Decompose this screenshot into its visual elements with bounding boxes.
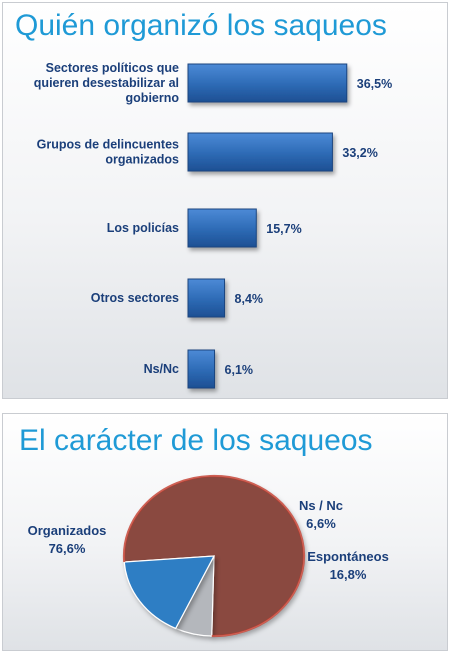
bar-2 bbox=[187, 132, 333, 172]
value-label-4: 8,4% bbox=[235, 292, 263, 306]
bar-chart: Sectores políticos que quieren desestabil… bbox=[34, 61, 392, 389]
category-label-5: Ns/Nc bbox=[144, 362, 179, 376]
pie-chart-panel: El carácter de los saqueos Organizados 76… bbox=[2, 413, 448, 651]
value-label-3: 15,7% bbox=[266, 222, 301, 236]
category-label-4: Otros sectores bbox=[91, 291, 179, 305]
bar-1 bbox=[187, 63, 348, 103]
value-label-5: 6,1% bbox=[225, 363, 254, 377]
pie-rim-highlight bbox=[122, 474, 306, 638]
pie-slice-espont-neos bbox=[123, 555, 216, 630]
value-label-2: 33,2% bbox=[342, 146, 377, 160]
pie-chart-title: El carácter de los saqueos bbox=[19, 424, 373, 457]
category-label-3: Los policías bbox=[107, 221, 179, 235]
bar-chart-title: Quién organizó los saqueos bbox=[15, 9, 387, 42]
category-label-2: Grupos de delincuentes organizados bbox=[37, 138, 179, 167]
pie-label-2: Ns / Nc 6,6% bbox=[299, 498, 343, 531]
bar-3 bbox=[187, 208, 257, 248]
pie-chart: Organizados 76,6% Ns / Nc 6,6% Espontáneos 16… bbox=[28, 474, 389, 638]
pie-label-1: Organizados 76,6% bbox=[28, 523, 107, 556]
bar-4 bbox=[187, 278, 226, 318]
bar-chart-panel: Quién organizó los saqueos Sectores polí… bbox=[2, 2, 448, 399]
pie-label-3: Espontáneos 16,8% bbox=[307, 549, 389, 582]
bar-5 bbox=[187, 349, 216, 389]
category-label-1: Sectores políticos que quieren desestabil… bbox=[34, 61, 180, 105]
value-label-1: 36,5% bbox=[357, 77, 392, 91]
